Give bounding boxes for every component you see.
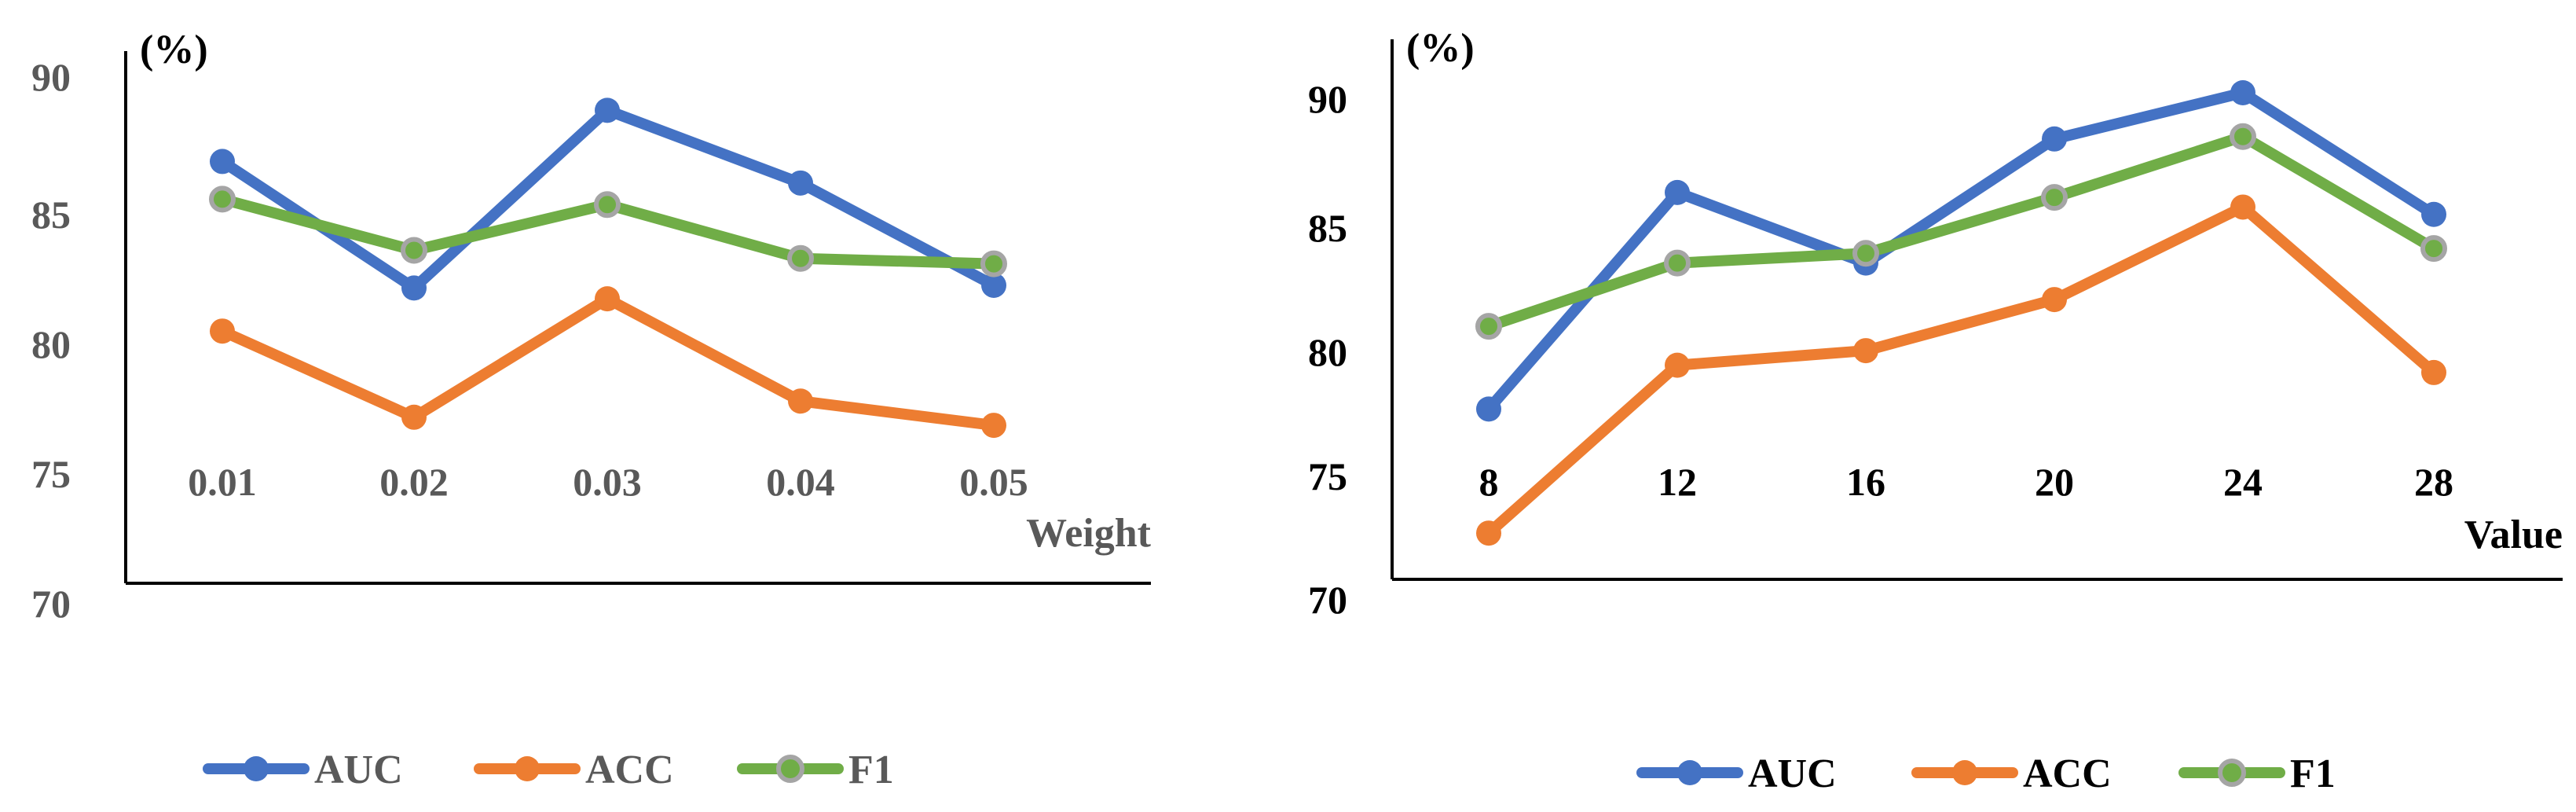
data-point-auc xyxy=(2042,126,2067,152)
data-point-f1 xyxy=(1664,249,1691,277)
legend-marker-auc xyxy=(1677,760,1702,785)
legend-item-f1: F1 xyxy=(737,748,894,792)
data-point-acc xyxy=(1853,338,1878,364)
x-axis-title: Weight xyxy=(1026,511,1152,556)
data-point-auc xyxy=(1665,179,1690,205)
x-tick-label: 8 xyxy=(1479,460,1499,504)
legend-label-acc: ACC xyxy=(585,748,674,792)
data-point-f1 xyxy=(1852,240,1879,267)
data-point-f1 xyxy=(980,250,1007,277)
y-tick-label: 90 xyxy=(1308,77,1347,121)
y-tick-label: 90 xyxy=(31,55,71,99)
chart-weight: (%) Weight 70 75 80 85 90 0.01 0.02 0.03… xyxy=(31,28,1152,792)
data-point-f1 xyxy=(2420,235,2447,263)
unit-label: (%) xyxy=(140,28,208,72)
y-tick-label: 80 xyxy=(1308,330,1347,374)
data-point-auc xyxy=(2421,201,2446,227)
x-tick-label: 24 xyxy=(2223,460,2263,504)
y-tick-label: 75 xyxy=(1308,454,1347,498)
chart-value: (%) Value 70 75 80 85 90 8 12 16 20 24 2… xyxy=(1308,26,2563,796)
series-layer xyxy=(1475,80,2447,546)
x-tick-label: 16 xyxy=(1846,460,1885,504)
legend-item-auc: AUC xyxy=(1636,751,1837,796)
y-tick-labels: 70 75 80 85 90 xyxy=(1308,77,1347,622)
data-point-acc xyxy=(1665,352,1690,378)
data-point-acc xyxy=(1476,520,1501,546)
data-point-auc xyxy=(210,149,235,175)
series-line-acc xyxy=(1483,201,2439,539)
data-point-f1 xyxy=(1475,313,1502,340)
legend-item-auc: AUC xyxy=(203,748,403,792)
legend-item-f1: F1 xyxy=(2178,751,2336,796)
legend-marker-auc xyxy=(244,756,269,781)
series-layer xyxy=(209,97,1007,439)
x-axis-title: Value xyxy=(2464,513,2563,557)
x-tick-labels: 8 12 16 20 24 28 xyxy=(1479,460,2454,504)
legend-marker-f1 xyxy=(2218,759,2246,787)
y-tick-labels: 70 75 80 85 90 xyxy=(31,55,71,626)
data-point-f1 xyxy=(2230,123,2256,150)
data-point-acc xyxy=(595,286,620,312)
x-tick-label: 20 xyxy=(2035,460,2074,504)
data-point-auc xyxy=(788,170,813,196)
data-point-acc xyxy=(788,388,813,414)
legend: AUC ACC F1 xyxy=(1636,751,2336,796)
data-point-auc xyxy=(401,275,427,301)
y-tick-label: 70 xyxy=(31,582,71,626)
data-point-acc xyxy=(210,318,235,344)
data-point-f1 xyxy=(209,186,236,213)
series-line-auc xyxy=(1483,87,2439,415)
data-point-acc xyxy=(2421,359,2446,385)
series-line-acc xyxy=(217,293,999,432)
legend: AUC ACC F1 xyxy=(203,748,894,792)
data-point-auc xyxy=(2230,80,2255,105)
x-tick-label: 0.03 xyxy=(573,460,642,504)
x-tick-label: 0.01 xyxy=(188,460,257,504)
y-tick-label: 80 xyxy=(31,322,71,366)
legend-item-acc: ACC xyxy=(1911,751,2112,796)
data-point-f1 xyxy=(787,244,814,272)
data-point-acc xyxy=(401,404,427,430)
x-tick-label: 0.02 xyxy=(379,460,449,504)
data-point-f1 xyxy=(401,237,427,264)
data-point-auc xyxy=(1476,396,1501,422)
legend-item-acc: ACC xyxy=(474,748,674,792)
data-point-f1 xyxy=(594,191,621,219)
legend-label-acc: ACC xyxy=(2023,751,2112,796)
legend-marker-acc xyxy=(515,756,540,781)
legend-marker-acc xyxy=(1952,760,1977,785)
x-tick-label: 0.05 xyxy=(959,460,1028,504)
legend-label-f1: F1 xyxy=(848,748,894,792)
y-tick-label: 75 xyxy=(31,452,71,496)
data-point-acc xyxy=(2042,287,2067,313)
series-line-f1 xyxy=(1483,130,2439,333)
y-tick-label: 70 xyxy=(1308,578,1347,622)
y-tick-label: 85 xyxy=(31,193,71,237)
x-tick-labels: 0.01 0.02 0.03 0.04 0.05 xyxy=(188,460,1028,504)
x-tick-label: 12 xyxy=(1658,460,1697,504)
legend-marker-f1 xyxy=(776,755,804,783)
data-point-auc xyxy=(981,272,1006,298)
x-tick-label: 0.04 xyxy=(766,460,835,504)
legend-label-auc: AUC xyxy=(1748,751,1837,796)
unit-label: (%) xyxy=(1406,26,1475,71)
data-point-acc xyxy=(981,413,1006,439)
legend-label-auc: AUC xyxy=(314,748,403,792)
y-tick-label: 85 xyxy=(1308,206,1347,250)
data-point-auc xyxy=(595,97,620,123)
data-point-acc xyxy=(2230,194,2255,220)
data-point-f1 xyxy=(2041,184,2068,211)
legend-label-f1: F1 xyxy=(2290,751,2336,796)
x-tick-label: 28 xyxy=(2414,460,2453,504)
